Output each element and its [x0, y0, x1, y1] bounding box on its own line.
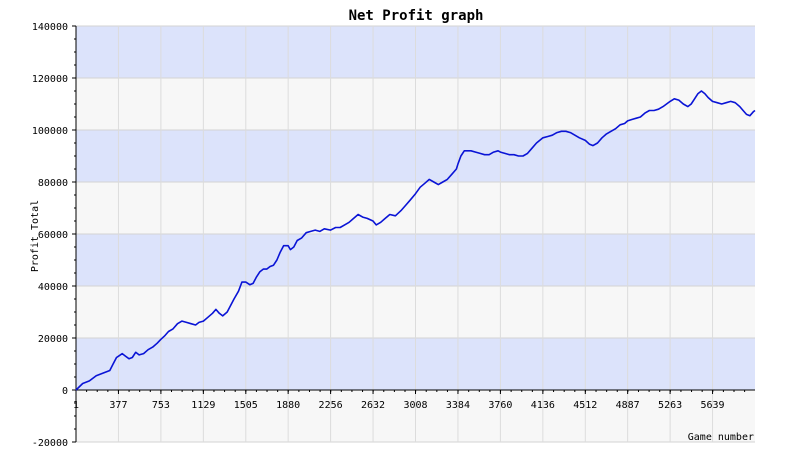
- x-tick-label: 1880: [276, 400, 300, 411]
- y-tick-label: 120000: [32, 74, 68, 85]
- y-axis-label: Profit Total: [30, 200, 41, 272]
- x-tick-label: 2632: [361, 400, 385, 411]
- y-tick-label: 140000: [32, 22, 68, 33]
- x-axis-label: Game number: [688, 432, 754, 443]
- y-tick-label: 0: [62, 386, 68, 397]
- y-tick-label: 20000: [38, 334, 68, 345]
- y-tick-label: 80000: [38, 178, 68, 189]
- gridlines: [76, 25, 755, 443]
- x-tick-label: 377: [109, 400, 127, 411]
- x-tick-label: 1129: [191, 400, 215, 411]
- x-tick-label: 1: [73, 400, 79, 411]
- chart-title: Net Profit graph: [349, 8, 484, 24]
- x-tick-label: 4887: [616, 400, 640, 411]
- y-tick-label: 100000: [32, 126, 68, 137]
- x-tick-label: 753: [152, 400, 170, 411]
- x-tick-label: 5263: [658, 400, 682, 411]
- x-tick-label: 3384: [446, 400, 470, 411]
- x-tick-label: 2256: [319, 400, 343, 411]
- x-tick-label: 5639: [701, 400, 725, 411]
- x-tick-label: 3760: [488, 400, 512, 411]
- x-tick-label: 4512: [573, 400, 597, 411]
- series-line: [75, 90, 756, 391]
- axes: [72, 25, 755, 443]
- x-tick-label: 1505: [234, 400, 258, 411]
- x-tick-label: 4136: [531, 400, 555, 411]
- x-tick-labels: 1 377 753 1129 1505 1880 2256 2632 3008 3384 3760 4…: [73, 400, 725, 411]
- x-tick-label: 3008: [403, 400, 427, 411]
- series-layer: [75, 90, 756, 391]
- y-tick-label: -20000: [32, 438, 68, 449]
- y-tick-label: 60000: [38, 230, 68, 241]
- y-tick-labels: 140000 120000 100000 80000 60000 40000 20000 0 -…: [32, 22, 68, 449]
- y-tick-label: 40000: [38, 282, 68, 293]
